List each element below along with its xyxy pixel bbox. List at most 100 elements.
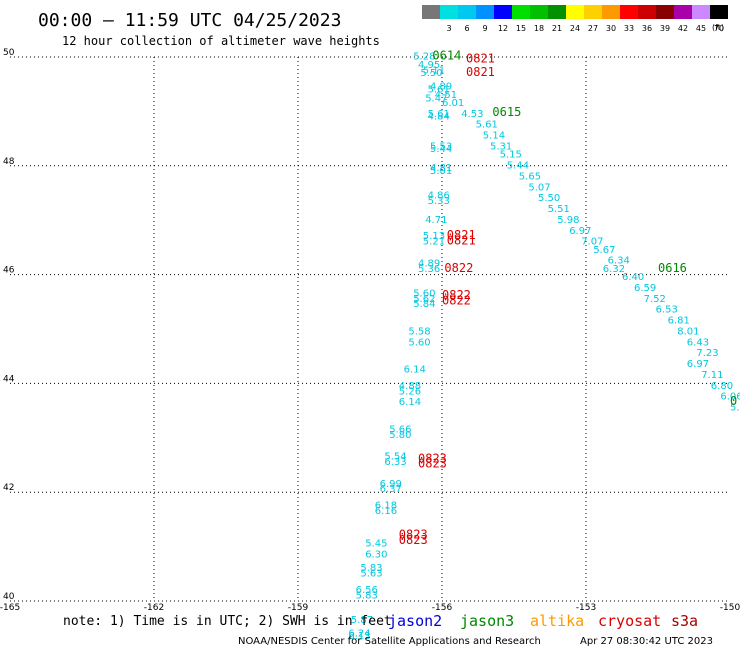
colorbar-tick-label: 45 <box>696 24 706 33</box>
colorbar-swatch <box>692 5 710 19</box>
colorbar-swatch <box>422 5 440 19</box>
colorbar-tick-label: 24 <box>570 24 580 33</box>
wave-height-value: 5.61 <box>428 84 450 95</box>
colorbar-tick-label: 33 <box>624 24 634 33</box>
wave-height-value: 6.59 <box>634 283 656 294</box>
wave-height-value: 5.65 <box>519 171 541 182</box>
colorbar-legend: 3 6 9 12 15 18 21 24 27 30 33 36 39 42 45 70 <box>422 5 728 33</box>
mission-legend-s3a: s3a <box>671 612 698 630</box>
colorbar-tick-label: 9 <box>482 24 487 33</box>
pass-time-label: 0614 <box>432 49 461 63</box>
x-tick-label: -153 <box>576 603 596 613</box>
colorbar-swatch <box>620 5 638 19</box>
colorbar-swatch <box>584 5 602 19</box>
wave-height-value: 4.95 <box>418 60 440 71</box>
wave-height-value: 5.14 <box>483 131 505 142</box>
pass-time-label: 0821 <box>447 234 476 248</box>
wave-height-value: 5.33 <box>428 196 450 207</box>
wave-height-value: 6.80 <box>711 381 733 392</box>
wave-height-value: 5.66 <box>389 424 411 435</box>
wave-height-value: 4.51 <box>435 90 457 101</box>
wave-height-value: 5.15 <box>500 150 522 161</box>
y-tick-label: 46 <box>3 266 15 276</box>
wave-height-value: 6.53 <box>656 305 678 316</box>
wave-height-value: 7.52 <box>644 294 666 305</box>
colorbar-swatch <box>530 5 548 19</box>
wave-height-value: 6.81 <box>668 316 690 327</box>
wave-height-value: 5.60 <box>408 337 430 348</box>
wave-height-value: 7.07 <box>581 237 603 248</box>
wave-height-value: 6.99 <box>380 479 402 490</box>
wave-height-value: 5.45 <box>365 539 387 550</box>
wave-height-value: 4.89 <box>430 82 452 93</box>
colorbar-unit: (ft) <box>712 23 724 32</box>
colorbar-tick-label: 18 <box>534 24 544 33</box>
wave-height-value: 5.60 <box>413 288 435 299</box>
x-tick-label: -159 <box>288 603 309 613</box>
colorbar-tick-label: 39 <box>660 24 670 33</box>
pass-time-label: 0822 <box>444 261 473 275</box>
pass-time-label: 0821 <box>466 51 495 65</box>
wave-height-value: 6.30 <box>365 549 387 560</box>
pass-time-label: 0823 <box>418 457 447 471</box>
pass-time-label: 0823 <box>399 527 428 541</box>
mission-legend: jason2 jason3 altika cryosat s3a <box>388 612 698 630</box>
wave-height-value: 6.56 <box>356 585 378 596</box>
mission-legend-jason2: jason2 <box>388 612 442 630</box>
colorbar-swatch <box>710 5 728 19</box>
wave-height-value: 6.37 <box>380 484 402 495</box>
wave-height-value: 5.84 <box>413 299 435 310</box>
wave-height-value: 7.23 <box>696 348 718 359</box>
mission-legend-altika: altika <box>530 612 584 630</box>
colorbar-swatch <box>656 5 674 19</box>
wave-height-value: 6.97 <box>687 359 709 370</box>
wave-height-value: 6.14 <box>404 365 426 376</box>
x-tick-label: -150 <box>720 603 740 613</box>
chart-title: 00:00 – 11:59 UTC 04/25/2023 <box>38 10 341 31</box>
y-tick-label: 48 <box>3 157 15 167</box>
wave-height-value: 6.33 <box>384 457 406 468</box>
wave-height-value: 5.58 <box>408 326 430 337</box>
wave-height-value: 5.62 <box>413 294 435 305</box>
colorbar-tick-label: 30 <box>606 24 616 33</box>
wave-height-value: 6.16 <box>375 506 397 517</box>
x-tick-label: -165 <box>0 603 20 613</box>
wave-height-value: 5.53 <box>430 141 452 152</box>
wave-height-value: 5.98 <box>557 215 579 226</box>
wave-height-value: 5.61 <box>476 120 498 131</box>
wave-height-value: 5.07 <box>528 182 550 193</box>
wave-height-value: 5.36 <box>418 264 440 275</box>
units-note: note: 1) Time is in UTC; 2) SWH is in fe… <box>63 614 392 629</box>
pass-time-label: 0823 <box>399 533 428 547</box>
colorbar-tick-label: 15 <box>516 24 526 33</box>
colorbar-tick-label: 12 <box>498 24 508 33</box>
colorbar-tick-label: 70 <box>714 24 724 33</box>
wave-height-value: 4.88 <box>399 381 421 392</box>
wave-height-value: 5.87 <box>351 615 373 626</box>
y-tick-label: 40 <box>3 592 15 602</box>
wave-height-value: 5.83 <box>356 590 378 601</box>
wave-height-value: 5.24 <box>730 403 740 414</box>
wave-height-value: 6.14 <box>399 397 421 408</box>
map-grid <box>10 56 730 602</box>
wave-height-value: 5.11 <box>423 65 445 76</box>
wave-height-value: 4.86 <box>428 190 450 201</box>
wave-height-value: 6.06 <box>720 392 740 403</box>
colorbar-swatch <box>494 5 512 19</box>
colorbar-swatch <box>602 5 620 19</box>
colorbar-swatch <box>638 5 656 19</box>
wave-height-value: 6.18 <box>375 501 397 512</box>
y-tick-label: 42 <box>3 483 14 493</box>
wave-height-value: 5.28 <box>413 52 435 63</box>
wave-height-value: 5.61 <box>428 109 450 120</box>
pass-time-label: 0822 <box>442 288 471 302</box>
wave-height-value: 5.31 <box>490 141 512 152</box>
colorbar-swatch <box>512 5 530 19</box>
x-tick-label: -162 <box>144 603 164 613</box>
wave-height-value: 6.97 <box>569 226 591 237</box>
colorbar-tick-label: 42 <box>678 24 688 33</box>
colorbar-tick-label: 3 <box>446 24 451 33</box>
wave-height-value: 4.71 <box>425 215 447 226</box>
pass-time-label: 0821 <box>447 228 476 242</box>
colorbar-swatch <box>476 5 494 19</box>
